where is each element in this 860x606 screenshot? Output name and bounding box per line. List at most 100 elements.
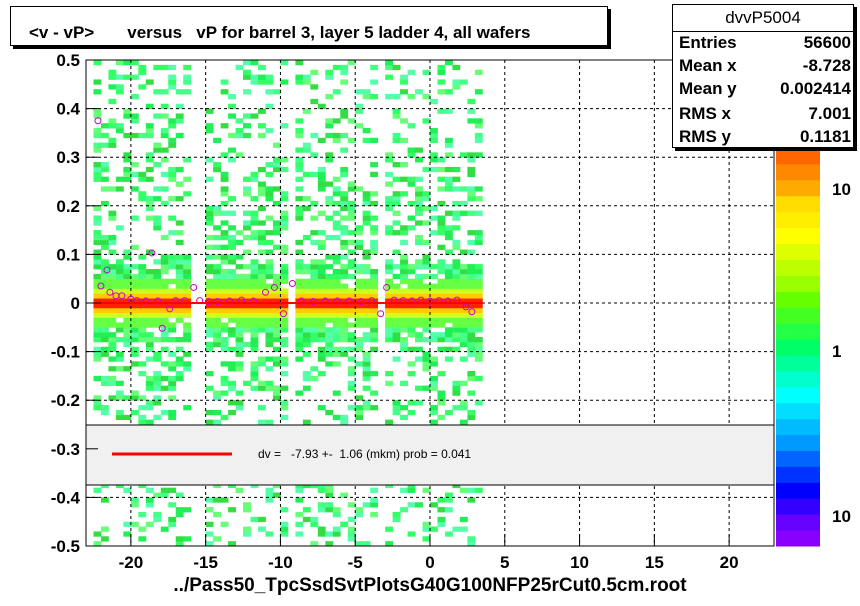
heatmap-cell	[407, 409, 416, 416]
heatmap-cell	[347, 307, 356, 314]
heatmap-cell	[153, 186, 162, 192]
heatmap-cell	[250, 215, 259, 221]
heatmap-cell	[422, 166, 431, 173]
heatmap-cell	[422, 327, 431, 333]
heatmap-cell	[437, 303, 446, 309]
heatmap-cell	[168, 409, 177, 416]
profile-point	[426, 297, 434, 305]
heatmap-cell	[272, 298, 281, 304]
heatmap-cell	[422, 303, 431, 309]
heatmap-cell	[459, 327, 468, 333]
heatmap-cell	[265, 89, 274, 95]
heatmap-cell	[258, 273, 266, 280]
heatmap-cell	[302, 307, 311, 314]
heatmap-cell	[235, 351, 244, 357]
y-tick-label: -0.4	[51, 488, 81, 507]
heatmap-cell	[220, 390, 229, 396]
heatmap-cell	[407, 225, 416, 231]
heatmap-cell	[100, 380, 109, 387]
colorbar-segment	[776, 354, 820, 372]
heatmap-cell	[100, 526, 109, 532]
heatmap-cell	[175, 511, 184, 518]
heatmap-cell	[115, 186, 124, 192]
heatmap-cell	[235, 337, 244, 343]
heatmap-cell	[130, 278, 139, 284]
heatmap-cell	[302, 293, 311, 299]
heatmap-cell	[340, 419, 349, 425]
heatmap-cell	[317, 264, 326, 270]
heatmap-cell	[295, 74, 304, 80]
heatmap-cell	[138, 84, 147, 90]
heatmap-cell	[235, 327, 244, 333]
heatmap-cell	[437, 108, 446, 114]
heatmap-cell	[272, 142, 281, 148]
heatmap-cell	[123, 298, 132, 304]
heatmap-cell	[153, 196, 162, 202]
heatmap-cell	[213, 166, 222, 173]
heatmap-cell	[272, 327, 281, 333]
heatmap-cell	[93, 278, 102, 284]
heatmap-cell	[400, 268, 408, 275]
heatmap-cell	[115, 123, 124, 129]
heatmap-cell	[355, 288, 364, 294]
heatmap-cell	[370, 487, 379, 493]
heatmap-cell	[265, 283, 274, 289]
heatmap-cell	[317, 244, 326, 250]
heatmap-cell	[295, 278, 304, 284]
heatmap-cell	[452, 385, 461, 391]
heatmap-cell	[250, 210, 259, 216]
heatmap-cell	[130, 312, 139, 318]
heatmap-cell	[422, 361, 431, 367]
heatmap-cell	[444, 507, 453, 513]
heatmap-cell	[258, 298, 266, 304]
heatmap-cell	[467, 307, 476, 314]
heatmap-cell	[280, 157, 289, 163]
heatmap-cell	[332, 317, 341, 323]
heatmap-cell	[213, 409, 222, 416]
heatmap-cell	[280, 249, 289, 255]
heatmap-cell	[235, 230, 244, 236]
heatmap-cell	[130, 298, 139, 304]
heatmap-cell	[168, 303, 177, 309]
heatmap-cell	[153, 516, 162, 523]
heatmap-cell	[362, 254, 371, 260]
heatmap-cell	[332, 89, 341, 95]
heatmap-cell	[340, 414, 349, 421]
heatmap-cell	[355, 239, 364, 246]
x-tick-label: 10	[570, 553, 589, 572]
heatmap-cell	[115, 303, 124, 309]
heatmap-cell	[347, 60, 356, 66]
heatmap-cell	[362, 351, 371, 357]
heatmap-cell	[392, 312, 401, 318]
heatmap-cell	[168, 312, 177, 318]
heatmap-cell	[295, 196, 304, 202]
heatmap-cell	[265, 128, 274, 134]
heatmap-cell	[258, 327, 266, 333]
heatmap-cell	[235, 132, 244, 139]
heatmap-cell	[430, 303, 438, 309]
heatmap-cell	[108, 356, 117, 362]
heatmap-cell	[437, 264, 446, 270]
heatmap-cell	[325, 531, 334, 537]
heatmap-cell	[108, 98, 117, 105]
heatmap-cell	[407, 346, 416, 352]
heatmap-cell	[93, 162, 102, 168]
heatmap-cell	[265, 492, 274, 498]
heatmap-cell	[168, 278, 177, 284]
heatmap-cell	[407, 176, 416, 182]
heatmap-cell	[415, 264, 423, 270]
heatmap-cell	[108, 123, 117, 129]
profile-point	[333, 297, 341, 305]
heatmap-cell	[385, 268, 394, 275]
heatmap-cell	[317, 487, 326, 493]
heatmap-cell	[93, 239, 102, 246]
heatmap-cell	[430, 502, 438, 508]
heatmap-cell	[325, 293, 334, 299]
heatmap-cell	[272, 332, 281, 338]
heatmap-cell	[100, 186, 109, 192]
heatmap-cell	[183, 298, 192, 304]
heatmap-cell	[272, 385, 281, 391]
heatmap-cell	[437, 215, 446, 221]
heatmap-cell	[205, 341, 214, 348]
heatmap-cell	[467, 108, 476, 114]
